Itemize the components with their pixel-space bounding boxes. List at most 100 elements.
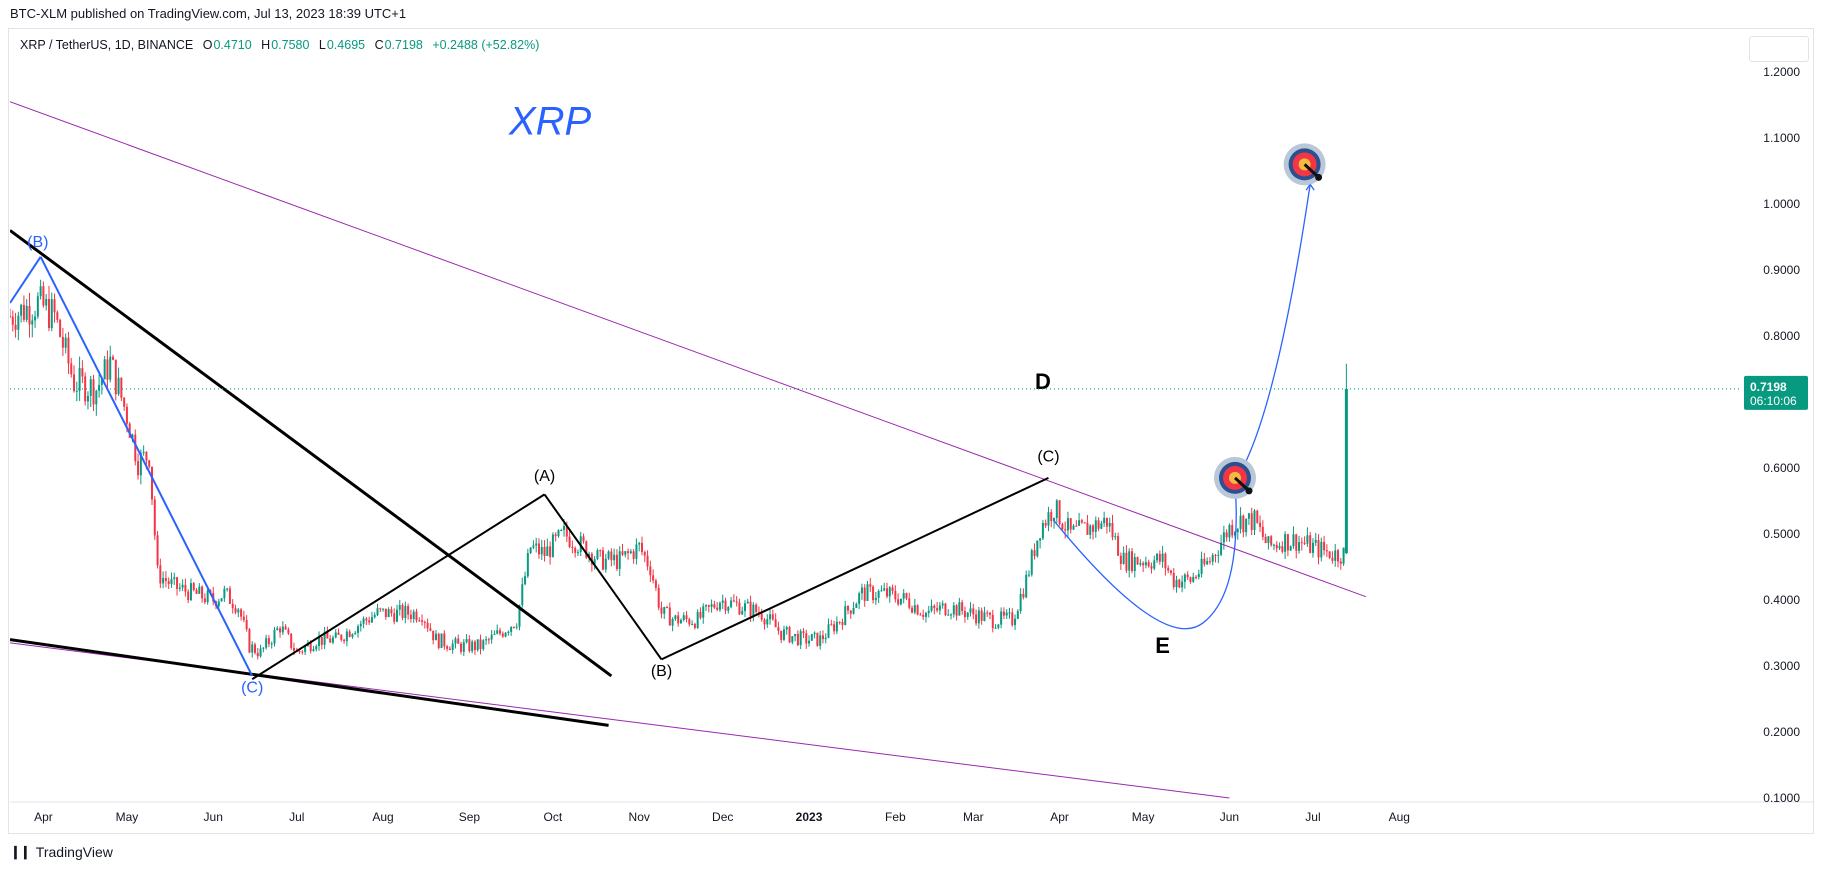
- candle-body: [1328, 551, 1331, 558]
- target-icon: [1283, 143, 1326, 186]
- y-tick-label: 0.5000: [1763, 527, 1800, 541]
- candle-body: [1256, 510, 1259, 523]
- candle-body: [677, 615, 680, 624]
- candle-body: [418, 620, 421, 622]
- candle-body: [404, 606, 407, 618]
- candle-body: [262, 647, 265, 649]
- candle-body: [844, 606, 847, 625]
- candle-body: [81, 368, 84, 377]
- candle-body: [1239, 515, 1242, 529]
- candle-body: [515, 626, 518, 628]
- candle-body: [217, 601, 220, 607]
- candle-body: [994, 627, 997, 629]
- candle-body: [270, 643, 273, 645]
- candle-body: [671, 618, 674, 626]
- candle-body: [627, 551, 630, 554]
- candle-body: [1027, 574, 1030, 576]
- candle-body: [863, 587, 866, 601]
- candle-body: [782, 629, 785, 640]
- footer-brand[interactable]: ❙❙ TradingView: [10, 844, 113, 860]
- candle-body: [1306, 535, 1309, 544]
- candle-body: [557, 530, 560, 537]
- candle-body: [1103, 517, 1106, 524]
- candle-body: [334, 632, 337, 638]
- candle-body: [526, 553, 529, 577]
- candle-body: [610, 551, 613, 561]
- candle-body: [429, 628, 432, 631]
- candle-body: [318, 636, 321, 647]
- candle-body: [732, 600, 735, 602]
- candle-body: [707, 605, 710, 607]
- candle-body: [231, 603, 234, 609]
- candle-body: [1267, 536, 1270, 544]
- candle-body: [991, 614, 994, 629]
- candle-body: [426, 622, 429, 629]
- candle-body: [59, 319, 62, 337]
- candle-body: [460, 643, 463, 652]
- candle-body: [604, 558, 607, 570]
- candle-body: [1005, 612, 1008, 616]
- candle-body: [64, 337, 67, 348]
- candle-body: [485, 639, 488, 641]
- candle-body: [1019, 593, 1022, 612]
- candle-body: [457, 638, 460, 644]
- candle-body: [813, 632, 816, 635]
- candle-body: [25, 305, 28, 320]
- candle-body: [855, 603, 858, 608]
- candle-body: [36, 296, 39, 317]
- y-tick-label: 1.1000: [1763, 131, 1800, 145]
- candle-body: [206, 590, 209, 603]
- candle-body: [646, 555, 649, 567]
- breakout-candle-body: [1344, 388, 1348, 554]
- publisher-caption: BTC-XLM published on TradingView.com, Ju…: [10, 6, 407, 21]
- candle-body: [187, 591, 190, 601]
- candle-body: [632, 551, 635, 559]
- candle-body: [256, 652, 259, 657]
- candle-body: [67, 337, 70, 364]
- candle-body: [120, 377, 123, 398]
- candle-body: [574, 547, 577, 553]
- candle-body: [1058, 500, 1061, 525]
- candle-body: [1272, 544, 1275, 546]
- candle-body: [103, 359, 106, 380]
- candle-body: [576, 551, 579, 553]
- candle-body: [290, 633, 293, 648]
- candle-body: [1050, 512, 1053, 522]
- brand-name: TradingView: [35, 844, 113, 860]
- candle-body: [42, 286, 45, 306]
- x-tick-label: Apr: [34, 810, 53, 824]
- candle-body: [407, 606, 410, 615]
- candle-body: [980, 610, 983, 621]
- candle-body: [941, 603, 944, 606]
- candle-body: [1208, 561, 1211, 563]
- candle-body: [568, 536, 571, 548]
- candle-body: [89, 379, 92, 396]
- candle-body: [501, 633, 504, 637]
- candle-body: [123, 397, 126, 407]
- low-value: 0.4695: [326, 38, 366, 52]
- candle-body: [888, 587, 891, 597]
- wave-label: (C): [1037, 448, 1059, 465]
- candle-body: [810, 634, 813, 641]
- candle-body: [379, 608, 382, 610]
- candle-body: [1298, 542, 1301, 551]
- candle-body: [1061, 524, 1064, 530]
- candle-body: [142, 451, 145, 453]
- dart-shaft: [1303, 163, 1319, 178]
- chart-settings-box[interactable]: [1749, 36, 1809, 62]
- candle-body: [688, 619, 691, 625]
- candle-body: [223, 588, 226, 599]
- candle-body: [1317, 539, 1320, 558]
- candle-body: [454, 638, 457, 644]
- candle-body: [771, 614, 774, 620]
- candle-body: [877, 590, 880, 598]
- x-tick-label: Jul: [1305, 810, 1320, 824]
- close-value: 0.7198: [384, 38, 423, 52]
- candle-body: [1325, 550, 1328, 552]
- candle-body: [11, 316, 14, 325]
- candle-body: [989, 612, 991, 615]
- candle-body: [905, 593, 908, 599]
- candle-body: [666, 606, 669, 608]
- candle-body: [320, 636, 323, 645]
